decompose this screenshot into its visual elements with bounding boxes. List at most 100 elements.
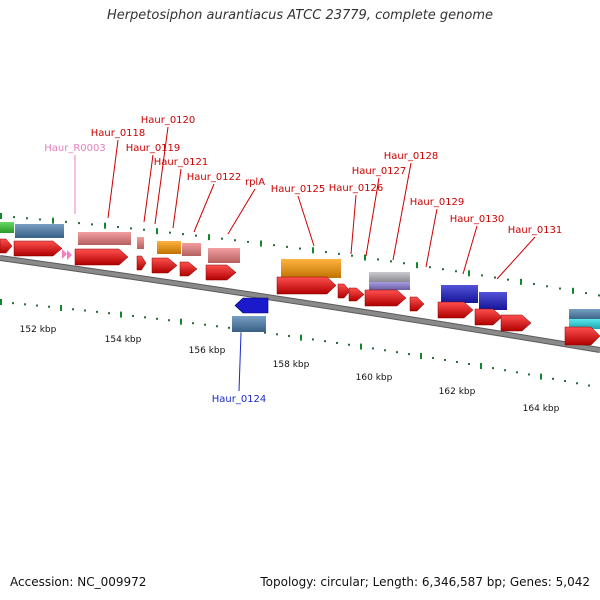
minor-tick	[408, 353, 410, 356]
major-tick	[0, 213, 2, 219]
minor-tick	[444, 358, 446, 361]
gene-label-haur-0124: Haur_0124	[212, 394, 267, 405]
minor-tick	[264, 331, 266, 334]
major-tick	[420, 353, 422, 360]
leader-haur-0118	[107, 139, 119, 219]
minor-tick	[195, 234, 197, 237]
bar-salmon-3	[182, 243, 201, 256]
minor-tick	[24, 303, 26, 306]
minor-tick	[552, 377, 554, 380]
major-tick	[312, 247, 314, 254]
bar-cyan	[569, 319, 600, 329]
minor-tick	[546, 285, 548, 288]
minor-tick	[455, 270, 457, 273]
minor-tick	[156, 317, 158, 320]
gene-label-haur-0125: Haur_0125	[271, 184, 326, 195]
major-tick	[0, 299, 2, 305]
scale-label: 162 kbp	[439, 387, 476, 397]
gene-arrow-15	[500, 314, 532, 332]
minor-tick	[84, 309, 86, 312]
gene-arrow-6	[179, 261, 198, 277]
major-tick	[364, 254, 366, 261]
major-tick	[520, 278, 522, 285]
minor-tick	[26, 217, 28, 220]
gene-label-haur-0122: Haur_0122	[187, 172, 242, 183]
scale-label: 164 kbp	[523, 404, 560, 414]
bar-blue-2	[479, 292, 507, 310]
gene-arrow-2	[13, 240, 63, 257]
gene-labels: Haur_R0003 Haur_0118 Haur_0119 Haur_0120 Hau…	[44, 115, 562, 405]
gene-arrow-1	[0, 238, 13, 254]
minor-tick	[91, 223, 93, 226]
rna-arrow	[62, 249, 72, 260]
gene-arrow-3	[74, 248, 129, 266]
gene-label-haur-r0003: Haur_R0003	[44, 143, 106, 154]
topology-summary: Topology: circular; Length: 6,346,587 bp…	[260, 575, 590, 589]
minor-tick	[273, 244, 275, 247]
minor-tick	[143, 228, 145, 231]
minor-tick	[39, 218, 41, 221]
bar-salmon-1	[78, 232, 131, 245]
minor-tick	[234, 239, 236, 242]
major-tick	[104, 222, 106, 229]
minor-tick	[533, 283, 535, 286]
minor-tick	[228, 326, 230, 329]
bar-lavender	[369, 282, 410, 290]
minor-tick	[182, 233, 184, 236]
major-tick	[480, 363, 482, 370]
scale-label: 154 kbp	[105, 335, 142, 345]
scale-label: 156 kbp	[189, 346, 226, 356]
minor-tick	[36, 304, 38, 307]
minor-tick	[442, 268, 444, 271]
minor-tick	[564, 380, 566, 383]
minor-tick	[216, 325, 218, 328]
backbone-line	[0, 256, 600, 352]
gene-label-haur-0121: Haur_0121	[154, 157, 209, 168]
gene-arrow-13	[437, 301, 474, 319]
minor-tick	[276, 333, 278, 336]
minor-tick	[507, 278, 509, 281]
label-leaders	[74, 126, 536, 392]
leader-haur-0128	[392, 162, 412, 261]
gene-arrow-11	[364, 289, 407, 307]
minor-tick	[396, 351, 398, 354]
bar-green	[0, 222, 14, 233]
minor-tick	[336, 341, 338, 344]
leader-haur-0129	[425, 208, 438, 268]
leader-haur-0121	[172, 168, 182, 229]
minor-tick	[351, 254, 353, 257]
bar-salmon-2	[137, 237, 144, 249]
major-tick	[52, 217, 54, 224]
minor-tick	[528, 373, 530, 376]
gene-arrow-8	[276, 276, 337, 295]
minor-tick	[247, 240, 249, 243]
bar-grey	[369, 272, 410, 282]
minor-tick	[492, 367, 494, 370]
minor-tick	[299, 247, 301, 250]
gene-label-haur-0127: Haur_0127	[352, 166, 407, 177]
gene-arrow-14	[474, 308, 503, 326]
gene-label-haur-0118: Haur_0118	[91, 128, 146, 139]
gene-arrow-4	[136, 255, 147, 271]
minor-tick	[13, 216, 15, 219]
leader-haur-0124	[238, 332, 242, 392]
minor-tick	[348, 343, 350, 346]
minor-tick	[221, 237, 223, 240]
major-tick	[468, 270, 470, 277]
gene-arrow-10	[348, 287, 365, 302]
major-tick	[208, 234, 210, 241]
bar-orange-1	[157, 241, 181, 254]
gene-arrows	[0, 238, 600, 346]
gene-label-haur-0128: Haur_0128	[384, 151, 439, 162]
minor-tick	[325, 251, 327, 254]
scale-labels: 152 kbp 154 kbp 156 kbp 158 kbp 160 kbp 162 k…	[20, 325, 560, 414]
lower-tick-row	[0, 299, 590, 387]
gene-arrow-5	[151, 257, 178, 274]
bar-steelblue-1	[15, 224, 64, 238]
map-title: Herpetosiphon aurantiacus ATCC 23779, co…	[106, 8, 494, 23]
minor-tick	[390, 260, 392, 263]
minor-tick	[588, 384, 590, 387]
minor-tick	[168, 319, 170, 322]
minor-tick	[504, 369, 506, 372]
accession-text: Accession: NC_009972	[10, 575, 147, 589]
